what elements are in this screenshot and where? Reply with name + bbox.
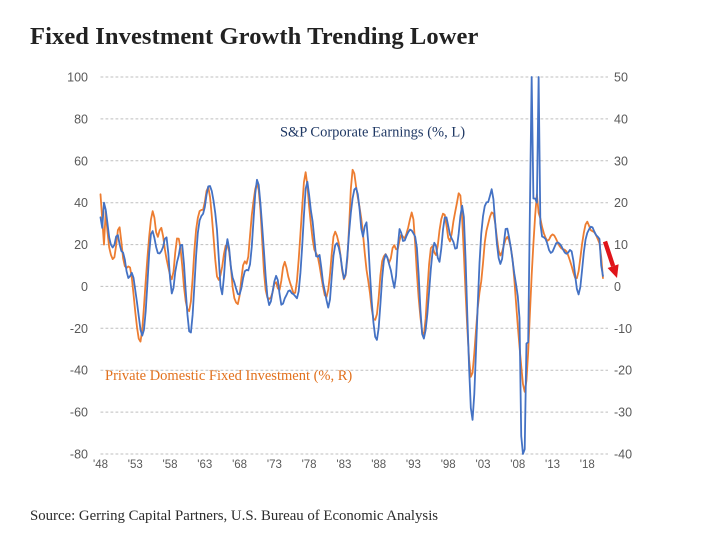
- svg-text:S&P Corporate Earnings (%, L): S&P Corporate Earnings (%, L): [280, 125, 465, 141]
- svg-text:0: 0: [614, 280, 621, 294]
- svg-text:'68: '68: [232, 459, 247, 471]
- svg-text:Private Domestic Fixed Investm: Private Domestic Fixed Investment (%, R): [105, 368, 352, 384]
- svg-text:80: 80: [74, 112, 88, 126]
- svg-text:'73: '73: [267, 459, 282, 471]
- svg-text:-10: -10: [614, 322, 632, 336]
- svg-text:-40: -40: [70, 364, 88, 378]
- svg-text:100: 100: [67, 71, 88, 85]
- svg-text:-30: -30: [614, 406, 632, 420]
- svg-text:'13: '13: [545, 459, 560, 471]
- svg-text:'88: '88: [371, 459, 386, 471]
- svg-text:-40: -40: [614, 448, 632, 462]
- svg-text:'78: '78: [302, 459, 317, 471]
- svg-text:30: 30: [614, 154, 628, 168]
- svg-text:'48: '48: [93, 459, 108, 471]
- svg-text:-20: -20: [70, 322, 88, 336]
- svg-text:'03: '03: [476, 459, 491, 471]
- svg-text:20: 20: [614, 196, 628, 210]
- svg-text:0: 0: [81, 280, 88, 294]
- svg-text:-20: -20: [614, 364, 632, 378]
- svg-text:10: 10: [614, 238, 628, 252]
- svg-text:'63: '63: [197, 459, 212, 471]
- svg-text:40: 40: [74, 196, 88, 210]
- svg-text:40: 40: [614, 112, 628, 126]
- svg-text:-60: -60: [70, 406, 88, 420]
- svg-text:'18: '18: [580, 459, 595, 471]
- svg-text:-80: -80: [70, 448, 88, 462]
- svg-text:60: 60: [74, 154, 88, 168]
- svg-text:'93: '93: [406, 459, 421, 471]
- svg-text:'58: '58: [163, 459, 178, 471]
- svg-text:'53: '53: [128, 459, 143, 471]
- svg-text:'83: '83: [336, 459, 351, 471]
- svg-text:'08: '08: [510, 459, 525, 471]
- svg-text:50: 50: [614, 71, 628, 85]
- svg-text:'98: '98: [441, 459, 456, 471]
- svg-text:20: 20: [74, 238, 88, 252]
